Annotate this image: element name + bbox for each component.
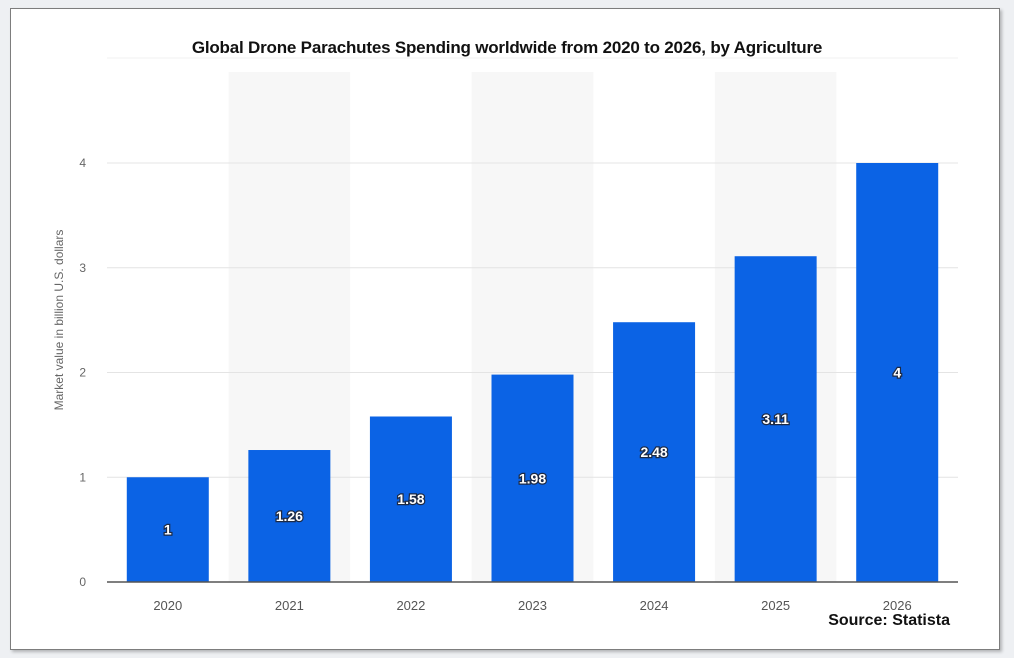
- value-label-2023: 1.98: [519, 470, 546, 486]
- y-tick-1: 1: [79, 470, 86, 484]
- bar-2025: [734, 256, 817, 582]
- x-tick-2023: 2023: [518, 598, 547, 613]
- bar-2026: [856, 163, 939, 582]
- value-label-2021: 1.26: [276, 508, 303, 524]
- value-label-2026: 4: [893, 365, 901, 381]
- bar-2020: [126, 477, 209, 582]
- y-tick-2: 2: [79, 366, 86, 380]
- bar-2021: [248, 450, 331, 582]
- bar-2023: [491, 374, 574, 582]
- x-tick-2026: 2026: [883, 598, 912, 613]
- y-tick-3: 3: [79, 261, 86, 275]
- value-label-2024: 2.48: [640, 444, 667, 460]
- x-tick-labels: 2020 2021 2022 2023 2024 2025 2026: [153, 598, 911, 613]
- x-tick-2021: 2021: [275, 598, 304, 613]
- bars: [126, 163, 939, 582]
- x-tick-2020: 2020: [153, 598, 182, 613]
- x-tick-2024: 2024: [640, 598, 669, 613]
- y-tick-4: 4: [79, 156, 86, 170]
- value-label-2022: 1.58: [397, 491, 424, 507]
- chart-title: Global Drone Parachutes Spending worldwi…: [191, 38, 823, 57]
- value-labels: 1 1.26 1.58 1.98 2.48 3.11 4: [163, 363, 903, 539]
- bar-2024: [613, 322, 696, 582]
- bar-2022: [369, 416, 452, 582]
- y-axis-label: Market value in billion U.S. dollars: [52, 230, 66, 411]
- x-tick-2025: 2025: [761, 598, 790, 613]
- source-credit: Source: Statista: [828, 612, 950, 629]
- value-label-2025: 3.11: [762, 411, 789, 427]
- y-tick-labels: 0 1 2 3 4: [79, 156, 86, 589]
- x-tick-2022: 2022: [396, 598, 425, 613]
- value-label-2020: 1: [164, 522, 172, 538]
- y-tick-0: 0: [79, 575, 86, 589]
